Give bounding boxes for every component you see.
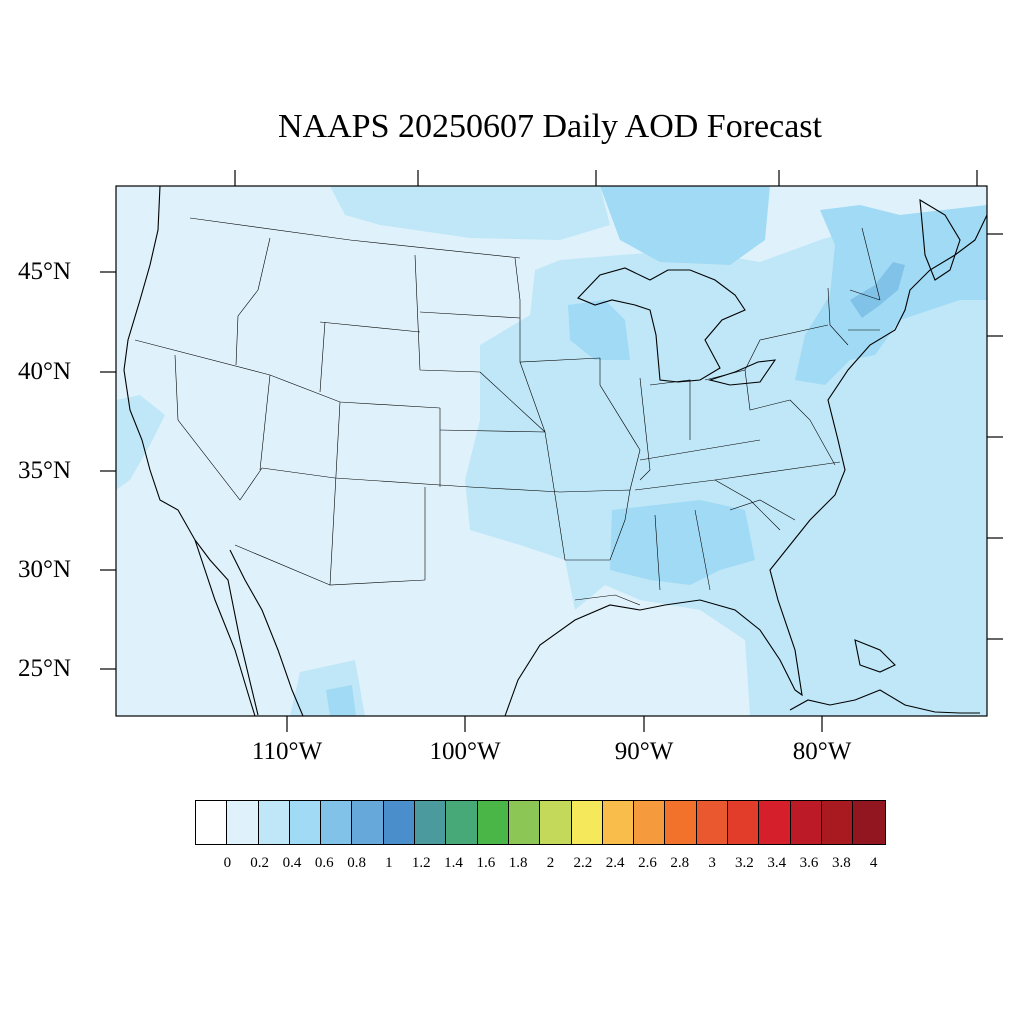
lat-label-40: 40°N (18, 358, 72, 385)
colorbar-label: 0.6 (314, 855, 334, 871)
colorbar-box-19 (790, 801, 822, 844)
colorbar-box-6 (383, 801, 416, 844)
colorbar-box-17 (728, 801, 760, 844)
colorbar-box-18 (759, 801, 791, 844)
lat-label-25: 25°N (18, 655, 72, 682)
colorbar-box-3 (289, 801, 322, 844)
colorbar-label: 1.6 (476, 855, 496, 871)
colorbar-label: 3.2 (735, 855, 754, 871)
colorbar-box-20 (821, 801, 854, 844)
colorbar-box-8 (446, 801, 478, 844)
lat-label-30: 30°N (18, 556, 72, 583)
colorbar-label: 0.8 (347, 855, 366, 871)
map-frame (115, 185, 988, 717)
colorbar-label: 1.8 (508, 855, 528, 871)
colorbar-label: 3.8 (831, 855, 851, 871)
colorbar-box-9 (477, 801, 509, 844)
lon-label-110: 110°W (251, 738, 323, 765)
axis-ticks (100, 170, 1003, 732)
colorbar-label: 0 (223, 855, 232, 871)
colorbar-label: 1.2 (411, 855, 431, 871)
lat-label-35: 35°N (18, 457, 72, 484)
colorbar-box-5 (352, 801, 384, 844)
colorbar (195, 800, 886, 845)
colorbar-label: 2.4 (605, 855, 625, 871)
colorbar-label: 2.8 (670, 855, 690, 871)
lon-label-100: 100°W (429, 738, 501, 765)
colorbar-label: 4 (869, 855, 878, 871)
colorbar-box-1 (227, 801, 259, 844)
colorbar-box-12 (571, 801, 603, 844)
colorbar-box-10 (508, 801, 541, 844)
colorbar-box-0 (196, 801, 228, 844)
colorbar-box-4 (321, 801, 353, 844)
lon-label-80: 80°W (792, 738, 852, 765)
coastlines (123, 186, 987, 716)
state-borders (134, 217, 881, 606)
colorbar-label: 2.6 (638, 855, 657, 871)
colorbar-label: 2.2 (573, 855, 593, 871)
colorbar-label: 0.4 (282, 855, 302, 871)
colorbar-label: 2 (546, 855, 555, 871)
colorbar-box-21 (853, 801, 885, 844)
colorbar-label: 3.4 (767, 855, 787, 871)
colorbar-box-16 (696, 801, 729, 844)
lon-label-90: 90°W (614, 738, 674, 765)
colorbar-label: 0.2 (250, 855, 269, 871)
colorbar-box-13 (602, 801, 635, 844)
lat-label-45: 45°N (18, 258, 72, 285)
colorbar-label: 3 (708, 855, 716, 871)
colorbar-box-11 (540, 801, 572, 844)
map-title: NAAPS 20250607 Daily AOD Forecast (278, 108, 822, 145)
colorbar-label: 1.4 (444, 855, 463, 871)
colorbar-box-15 (665, 801, 697, 844)
colorbar-label: 3.6 (799, 855, 819, 871)
colorbar-box-7 (415, 801, 447, 844)
colorbar-label: 1 (385, 855, 393, 871)
colorbar-box-2 (258, 801, 290, 844)
colorbar-box-14 (634, 801, 666, 844)
